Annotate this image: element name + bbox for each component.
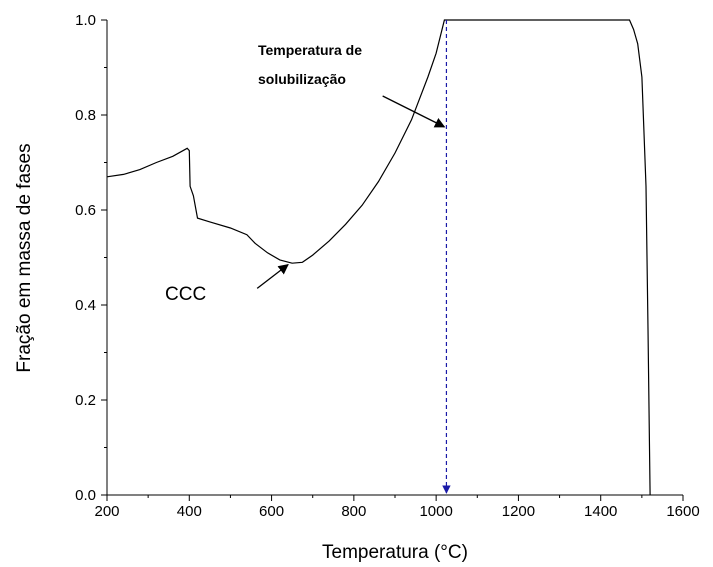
plot-frame	[106, 20, 683, 496]
y-tick-label: 1.0	[75, 12, 96, 29]
x-tick-label: 1400	[584, 503, 617, 520]
y-tick-label: 0.2	[75, 392, 96, 409]
x-ticks: 200 400 600 800 1000 1200 1400 1600	[94, 495, 700, 520]
x-tick-label: 400	[177, 503, 202, 520]
y-tick-label: 0.4	[75, 297, 96, 314]
solubilization-annotation-arrow	[382, 95, 446, 128]
ccc-annotation-arrow	[256, 263, 289, 289]
y-tick-label: 0.8	[75, 107, 96, 124]
x-tick-label: 1600	[666, 503, 699, 520]
x-tick-label: 1000	[419, 503, 452, 520]
series-line	[106, 19, 651, 496]
x-tick-label: 800	[341, 503, 366, 520]
y-tick-label: 0.0	[75, 487, 96, 504]
solubilization-annotation-line2: solubilização	[258, 71, 346, 87]
y-ticks: 0.0 0.2 0.4 0.6 0.8 1.0	[75, 12, 107, 504]
solubilization-annotation-line1: Temperatura de	[258, 42, 362, 58]
x-tick-label: 1200	[502, 503, 535, 520]
y-axis-title: Fração em massa de fases	[14, 143, 35, 372]
x-tick-label: 600	[259, 503, 284, 520]
x-axis-title: Temperatura (°C)	[322, 542, 468, 563]
y-tick-label: 0.6	[75, 202, 96, 219]
x-tick-label: 200	[94, 503, 119, 520]
ccc-annotation-label: CCC	[165, 284, 206, 305]
